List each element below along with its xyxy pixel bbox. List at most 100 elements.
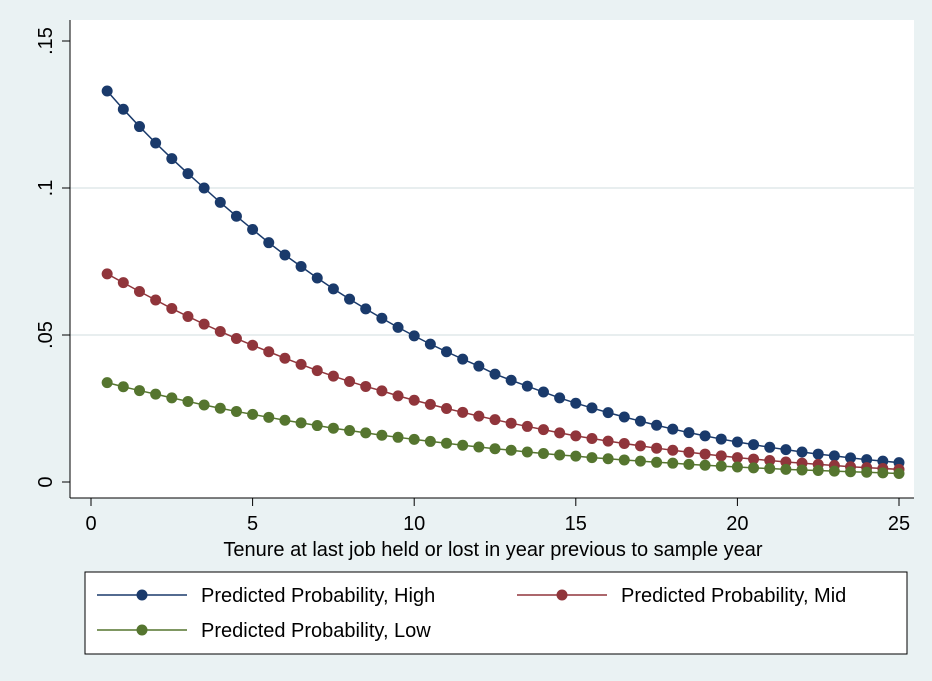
data-point	[861, 466, 873, 478]
data-point	[182, 168, 194, 180]
data-point	[457, 439, 469, 451]
x-ticks: 0 5 10 15 20 25	[85, 498, 910, 535]
data-point	[554, 449, 566, 461]
data-point	[537, 447, 549, 459]
data-point	[198, 318, 210, 330]
data-point	[845, 466, 857, 478]
data-point	[101, 377, 113, 389]
legend-marker	[136, 589, 148, 601]
legend-entry: Predicted Probability, High	[97, 585, 435, 607]
data-point	[634, 440, 646, 452]
data-point	[602, 407, 614, 419]
data-point	[473, 441, 485, 453]
data-point	[441, 403, 453, 414]
data-point	[408, 330, 420, 342]
data-point	[392, 321, 404, 333]
x-tick-label: 25	[888, 513, 910, 535]
data-point	[392, 431, 404, 443]
plot-area	[70, 20, 914, 498]
data-point	[828, 450, 840, 462]
data-point	[117, 103, 129, 115]
data-point	[748, 453, 760, 465]
data-point	[812, 465, 824, 477]
data-point	[344, 293, 356, 305]
data-point	[731, 452, 743, 464]
data-point	[376, 312, 388, 324]
x-tick-label: 0	[85, 513, 96, 535]
legend-entry: Predicted Probability, Low	[97, 620, 431, 642]
legend: Predicted Probability, High Predicted Pro…	[84, 571, 908, 655]
data-point	[473, 360, 485, 372]
data-point	[489, 368, 501, 380]
data-point	[618, 437, 630, 449]
data-point	[683, 458, 695, 470]
x-tick-label: 5	[247, 513, 258, 535]
data-point	[651, 442, 663, 454]
data-point	[715, 450, 727, 462]
data-point	[554, 427, 566, 439]
data-point	[327, 370, 339, 382]
data-point	[651, 456, 663, 468]
y-tick-label: 0	[35, 476, 57, 487]
series	[101, 268, 905, 475]
data-point	[150, 137, 162, 149]
y-ticks: 0 .05 .1 .15	[35, 27, 70, 488]
data-point	[263, 346, 275, 358]
data-point	[360, 303, 372, 315]
data-point	[117, 277, 129, 289]
data-point	[424, 435, 436, 447]
data-point	[699, 459, 711, 471]
data-point	[408, 433, 420, 445]
data-point	[764, 462, 776, 474]
data-point	[247, 339, 259, 351]
data-point	[344, 425, 356, 437]
data-point	[796, 446, 808, 458]
data-point	[263, 411, 275, 423]
data-point	[796, 464, 808, 476]
data-point	[780, 463, 792, 475]
data-point	[247, 223, 259, 235]
data-point	[360, 427, 372, 439]
data-point	[602, 453, 614, 465]
series	[101, 377, 905, 479]
data-point	[230, 210, 242, 222]
data-point	[893, 467, 905, 479]
data-point	[602, 435, 614, 447]
x-tick-label: 10	[403, 513, 425, 535]
legend-marker	[556, 589, 568, 601]
data-point	[586, 452, 598, 464]
data-point	[537, 386, 549, 398]
data-point	[376, 429, 388, 441]
data-point	[489, 414, 501, 426]
y-tick-label: .05	[35, 321, 57, 349]
data-point	[634, 415, 646, 427]
data-point	[505, 417, 517, 429]
x-tick-label: 20	[726, 513, 748, 535]
data-point	[780, 444, 792, 456]
data-point	[311, 272, 323, 284]
data-point	[586, 432, 598, 444]
data-point	[198, 182, 210, 194]
data-point	[101, 85, 113, 97]
data-point	[166, 153, 178, 165]
data-point	[877, 467, 889, 479]
data-point	[683, 427, 695, 439]
data-point	[861, 454, 873, 466]
legend-entries: Predicted Probability, High Predicted Pro…	[97, 585, 846, 642]
data-point	[392, 390, 404, 402]
axes	[69, 20, 914, 499]
data-point	[845, 452, 857, 464]
data-point	[214, 402, 226, 414]
data-point	[651, 419, 663, 431]
data-point	[198, 399, 210, 411]
data-point	[731, 436, 743, 448]
data-point	[667, 423, 679, 435]
data-point	[424, 338, 436, 350]
data-point	[166, 392, 178, 404]
data-point	[764, 455, 776, 467]
data-point	[133, 385, 145, 397]
grid-lines	[70, 187, 914, 336]
legend-label: Predicted Probability, Mid	[621, 585, 846, 607]
data-point	[473, 410, 485, 422]
